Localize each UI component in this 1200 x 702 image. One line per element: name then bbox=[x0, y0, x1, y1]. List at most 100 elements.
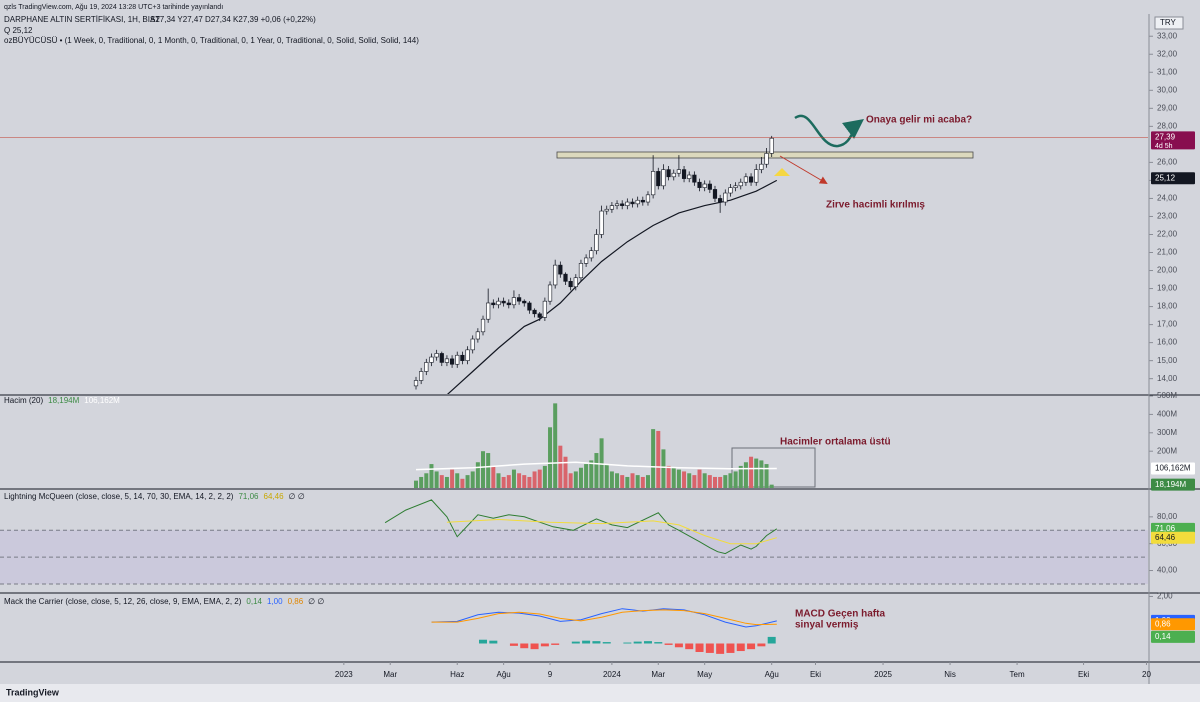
value-badge-label: 18,194M bbox=[1155, 480, 1186, 489]
x-tick-label: 2024 bbox=[603, 670, 621, 679]
value-badge-label: 27,39 bbox=[1155, 132, 1176, 141]
histogram-bar bbox=[685, 643, 694, 650]
y-tick-label: 200M bbox=[1157, 446, 1177, 455]
volume-bar bbox=[728, 473, 733, 488]
volume-bar bbox=[517, 473, 522, 488]
volume-bar bbox=[661, 449, 666, 488]
volume-bar bbox=[584, 464, 589, 488]
x-tick-label: Nis bbox=[944, 670, 956, 679]
volume-bar bbox=[635, 475, 640, 488]
candle-body bbox=[563, 273, 568, 282]
indicator: ozBÜYÜCÜSÜ • (1 Week, 0, Traditional, 0,… bbox=[4, 36, 419, 45]
candle-body bbox=[754, 169, 759, 183]
volume-bar bbox=[645, 475, 650, 488]
pane bbox=[0, 135, 1148, 394]
value-badge bbox=[1151, 478, 1195, 491]
volume-bar bbox=[615, 473, 620, 488]
volume-bar bbox=[563, 456, 568, 488]
candle-body bbox=[501, 300, 506, 304]
candle-body bbox=[764, 153, 769, 165]
line bbox=[431, 609, 777, 626]
volume-bar bbox=[434, 471, 439, 488]
histogram-bar bbox=[602, 642, 611, 644]
x-tick-label: Eki bbox=[1078, 670, 1089, 679]
y-tick-label: 2,00 bbox=[1157, 592, 1173, 601]
histogram-bar bbox=[747, 643, 756, 650]
histogram-bar bbox=[674, 643, 683, 648]
candle-body bbox=[702, 183, 707, 188]
value-badge bbox=[1151, 630, 1195, 643]
candle-body bbox=[480, 318, 486, 333]
candle-body bbox=[635, 199, 640, 205]
histogram-bar bbox=[664, 643, 673, 645]
x-tick-label: Mar bbox=[383, 670, 397, 679]
legend-text: 0,86 bbox=[288, 597, 304, 606]
y-tick-label: 19,00 bbox=[1157, 284, 1178, 293]
volume-bar bbox=[548, 427, 553, 488]
value-badge-label: 71,06 bbox=[1155, 524, 1176, 533]
candle-body bbox=[547, 284, 553, 302]
caption: qzls TradingView.com, Ağu 19, 2024 13:28… bbox=[4, 4, 223, 11]
candle-body bbox=[589, 250, 594, 259]
volume-bar bbox=[599, 438, 604, 488]
histogram-bar bbox=[633, 641, 642, 644]
annotation: Zirve hacimli kırılmış bbox=[826, 200, 925, 211]
quote: Q 25,12 bbox=[4, 26, 33, 35]
pane bbox=[431, 608, 777, 654]
y-tick-label: 30,00 bbox=[1157, 85, 1178, 94]
legend-text: 106,162M bbox=[84, 396, 120, 405]
y-tick-label: 14,00 bbox=[1157, 374, 1178, 383]
candle-body bbox=[424, 362, 429, 372]
volume-bar bbox=[743, 462, 748, 488]
brand: TradingView bbox=[6, 687, 60, 697]
volume-bar bbox=[682, 471, 687, 488]
histogram-bar bbox=[716, 643, 725, 654]
candle-body bbox=[681, 169, 687, 179]
candle-body bbox=[614, 203, 620, 206]
legend-text: ∅ ∅ bbox=[308, 597, 324, 606]
volume-bar bbox=[573, 471, 578, 488]
y-tick-label: 29,00 bbox=[1157, 103, 1178, 112]
volume-bar bbox=[630, 473, 635, 488]
histogram-bar bbox=[592, 641, 601, 644]
histogram-bar bbox=[695, 643, 704, 652]
candle-body bbox=[738, 181, 743, 187]
volume-bar bbox=[553, 403, 558, 488]
y-tick-label: 33,00 bbox=[1157, 31, 1178, 40]
legend-text: 71,06 bbox=[238, 492, 259, 501]
arrow-up bbox=[794, 114, 864, 148]
volume-bar bbox=[604, 464, 609, 488]
candle-body bbox=[470, 338, 475, 351]
volume-bar bbox=[640, 476, 645, 488]
candle-body bbox=[496, 300, 501, 306]
y-tick-label: 15,00 bbox=[1157, 356, 1178, 365]
value-badge-label: 0,14 bbox=[1155, 632, 1171, 641]
volume-bar bbox=[620, 475, 625, 488]
candle-body bbox=[651, 171, 656, 196]
candle-body bbox=[573, 277, 578, 288]
marker bbox=[774, 168, 790, 176]
volume-bar bbox=[625, 476, 630, 488]
candle-body bbox=[542, 300, 547, 318]
candle-body bbox=[568, 281, 573, 288]
y-tick-label: 40,00 bbox=[1157, 566, 1178, 575]
annotation: Hacimler ortalama üstü bbox=[780, 437, 891, 448]
legend-text: 0,14 bbox=[246, 597, 262, 606]
volume-bar bbox=[532, 471, 537, 488]
candle-body bbox=[759, 163, 764, 170]
value-badge bbox=[1151, 172, 1195, 185]
ohlc: A27,34 Y27,47 D27,34 K27,39 +0,06 (+0,22… bbox=[150, 15, 316, 24]
candle-body bbox=[449, 358, 455, 365]
histogram-bar bbox=[705, 643, 714, 653]
volume-bar bbox=[491, 465, 496, 488]
line bbox=[415, 461, 777, 471]
candle-body bbox=[630, 201, 635, 205]
line bbox=[446, 518, 777, 545]
legend-text: 1,00 bbox=[267, 597, 283, 606]
candle-body bbox=[718, 198, 723, 203]
candle-body bbox=[692, 174, 697, 183]
line bbox=[384, 499, 778, 555]
y-tick-label: 500M bbox=[1157, 391, 1177, 400]
y-tick-label: 21,00 bbox=[1157, 248, 1178, 257]
histogram-bar bbox=[643, 641, 652, 644]
